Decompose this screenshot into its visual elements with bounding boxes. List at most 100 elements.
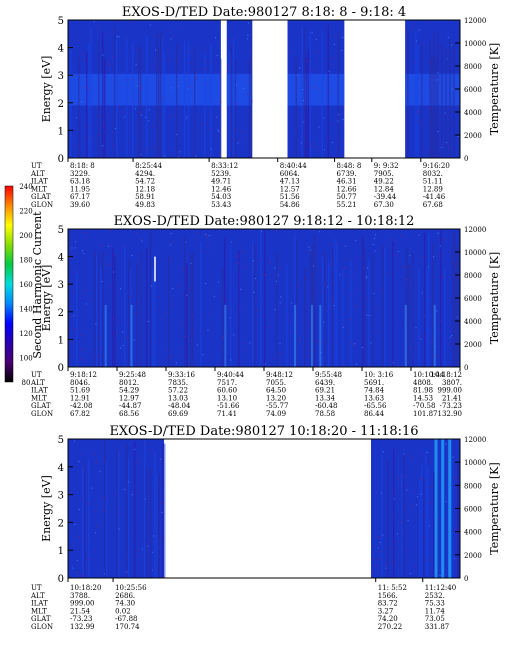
y2-tick-label: 4000 [464,529,482,537]
speckle [280,352,282,354]
speckle [241,265,243,267]
row-label: MLT [31,185,47,193]
speckle [395,240,397,242]
speckle [227,333,229,335]
speckle [342,119,344,121]
speckle [434,76,436,78]
speckle [428,525,430,527]
row-label: MLT [31,607,47,615]
texture-stripe [286,264,288,367]
speckle [342,327,344,329]
texture-stripe [336,243,338,367]
texture-stripe [224,237,226,367]
speckle [311,143,313,145]
speckle [156,67,158,69]
colorbar-tick: 180 [19,257,32,265]
info-cell: 57.22 [168,387,188,395]
speckle [102,54,104,56]
speckle [279,268,281,270]
texture-stripe [314,234,316,367]
speckle [227,64,229,66]
speckle [268,327,270,329]
y2-tick-label: 0 [464,575,468,583]
bright-streak [434,439,438,578]
speckle [265,363,267,365]
speckle [85,303,87,305]
speckle [95,532,97,534]
speckle [443,239,445,241]
row-label: MLT [31,394,47,402]
speckle [160,537,162,539]
row-label: ILAT [31,387,48,395]
bright-streak [310,304,313,367]
speckle [323,117,325,119]
speckle [93,20,95,22]
speckle [441,146,443,148]
speckle [131,72,133,74]
speckle [107,263,109,265]
texture-stripe [428,232,430,367]
info-cell: 6439. [315,379,335,387]
texture-stripe [82,467,84,578]
texture-stripe [146,469,148,578]
speckle [423,335,425,337]
speckle [325,283,327,285]
speckle [456,532,458,534]
y-tick-label: 5 [58,225,64,236]
speckle [130,296,132,298]
speckle [377,306,379,308]
speckle [156,276,158,278]
info-cell: 12.57 [280,185,300,193]
texture-stripe [328,261,330,367]
info-cell: -51.66 [217,402,240,410]
speckle [335,229,337,231]
y-tick-label: 0 [58,574,64,585]
info-cell: -42.08 [70,402,92,410]
texture-stripe [76,270,78,367]
speckle [356,288,358,290]
bright-streak [104,304,107,367]
texture-stripe [456,246,458,367]
speckle [182,294,184,296]
texture-stripe [154,452,156,578]
speckle [335,35,337,37]
texture-stripe [429,41,431,158]
info-cell: 74.09 [266,410,286,418]
speckle [130,21,132,23]
speckle [195,155,197,157]
info-cell: 9: 9:32 [374,162,399,170]
info-cell: 47.13 [280,178,300,186]
speckle [405,34,407,36]
speckle [421,123,423,125]
speckle [372,572,374,574]
speckle [161,439,163,441]
speckle [409,23,411,25]
speckle [205,60,207,62]
speckle [321,269,323,271]
texture-stripe [449,39,451,158]
speckle [121,331,123,333]
texture-stripe [437,33,439,158]
speckle [127,79,129,81]
info-cell: 7517. [217,379,237,387]
texture-stripe [158,474,160,578]
speckle [385,567,387,569]
speckle [441,143,443,145]
speckle [211,154,213,156]
speckle [166,312,168,314]
speckle [83,253,85,255]
y2-axis-label: Temperature [K] [488,43,501,135]
speckle [118,528,120,530]
info-cell: 49.83 [135,201,155,209]
speckle [84,359,86,361]
texture-stripe [90,28,92,158]
y2-tick-label: 10000 [464,40,486,48]
speckle [446,58,448,60]
speckle [222,336,224,338]
speckle [232,279,234,281]
texture-stripe [138,44,140,158]
texture-stripe [440,230,442,367]
y2-tick-label: 6000 [464,86,482,94]
speckle [260,230,262,232]
speckle [347,275,349,277]
